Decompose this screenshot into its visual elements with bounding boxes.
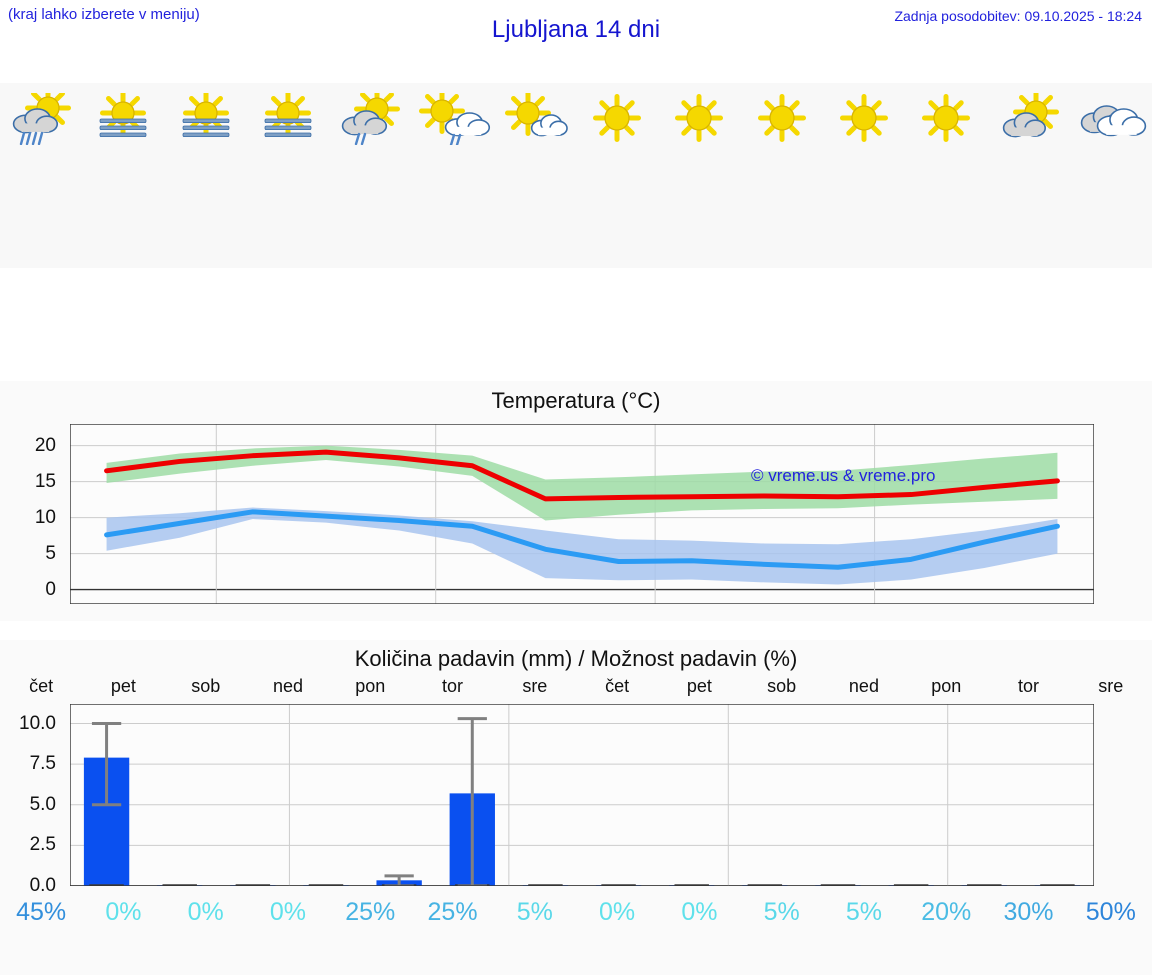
precipitation-day-label: ned [272, 676, 303, 696]
forecast-day-column[interactable] [576, 83, 658, 268]
forecast-day-column[interactable] [823, 83, 905, 268]
temperature-y-tick: 15 [34, 470, 56, 492]
sun-icon [743, 93, 821, 145]
page-header: (kraj lahko izberete v meniju) Ljubljana… [0, 0, 1152, 62]
precipitation-probability: 0% [681, 898, 718, 926]
precipitation-probability: 25% [427, 898, 478, 926]
cloud-icon [1072, 93, 1150, 145]
precipitation-day-label: pet [686, 676, 712, 696]
temperature-plot [70, 424, 1094, 604]
forecast-day-column[interactable] [329, 83, 411, 268]
sun-fog-icon [167, 93, 245, 145]
precipitation-plot [70, 704, 1094, 886]
sun-cloud-icon [990, 93, 1068, 145]
forecast-day-column[interactable] [1070, 83, 1152, 268]
sun-fog-icon [249, 93, 327, 145]
precipitation-day-labels: čet pet sob ned pon tor sre čet pet sob ned pon tor s… [0, 676, 1152, 697]
forecast-day-column[interactable] [741, 83, 823, 268]
temperature-y-tick: 0 [45, 578, 56, 600]
precipitation-error-bar [457, 717, 487, 886]
forecast-day-column[interactable] [247, 83, 329, 268]
precipitation-day-label: ned [848, 676, 879, 696]
precipitation-error-bar [384, 874, 414, 886]
page-title: Ljubljana 14 dni [491, 16, 661, 43]
sun-cloud-drizzle-right-icon [414, 93, 492, 145]
temperature-band-0 [106, 445, 1058, 521]
temperature-y-tick: 20 [34, 434, 56, 456]
precipitation-day-label: sre [1098, 676, 1124, 696]
sun-fog-icon [84, 93, 162, 145]
temperature-line-1 [104, 509, 1060, 570]
precipitation-probability: 5% [763, 898, 800, 926]
precipitation-probability: 20% [921, 898, 972, 926]
sun-icon [660, 93, 738, 145]
sun-icon [578, 93, 656, 145]
temperature-line-0 [104, 449, 1060, 502]
precipitation-probability: 5% [845, 898, 883, 926]
precipitation-day-label: sre [522, 676, 548, 696]
precipitation-probability: 0% [269, 898, 307, 926]
sun-cloud-rain-icon [2, 93, 80, 145]
precipitation-probability: 0% [187, 898, 224, 926]
precipitation-probability: 25% [345, 898, 396, 926]
precipitation-day-label: sob [767, 676, 797, 696]
precipitation-probability: 50% [1085, 898, 1136, 926]
precipitation-probability-row: 45% 0% 0% 0% 25% 25% 5% 0% 0% 5% 5% 20% 30% 50% [0, 898, 1152, 927]
precipitation-day-label: tor [1018, 676, 1040, 696]
precipitation-error-bar [91, 722, 122, 807]
precipitation-probability: 5% [516, 898, 553, 926]
precipitation-probability: 0% [105, 898, 142, 926]
precipitation-day-label: pet [110, 676, 136, 696]
location-menu-note[interactable]: (kraj lahko izberete v meniju) [8, 6, 200, 23]
forecast-day-column[interactable] [0, 83, 82, 268]
forecast-day-column[interactable] [658, 83, 740, 268]
daily-forecast-strip [0, 83, 1152, 268]
forecast-day-column[interactable] [494, 83, 576, 268]
forecast-day-column[interactable] [411, 83, 493, 268]
temperature-y-tick: 5 [45, 542, 56, 564]
sun-icon [825, 93, 903, 145]
precipitation-y-tick: 10.0 [19, 712, 56, 734]
sun-icon [907, 93, 985, 145]
precipitation-y-tick: 2.5 [29, 834, 56, 856]
precipitation-day-label: sob [191, 676, 221, 696]
forecast-day-column[interactable] [905, 83, 987, 268]
sun-cloud-drizzle-icon [331, 93, 409, 145]
precipitation-probability: 0% [599, 898, 636, 926]
precipitation-day-label: čet [605, 676, 630, 696]
precipitation-day-label: tor [442, 676, 464, 696]
temperature-y-tick: 10 [34, 506, 56, 528]
last-updated-label: Zadnja posodobitev: 09.10.2025 - 18:24 [894, 8, 1142, 24]
sun-small-cloud-icon [496, 93, 574, 145]
precipitation-probability: 45% [16, 898, 67, 926]
forecast-day-column[interactable] [82, 83, 164, 268]
precipitation-chart-title: Količina padavin (mm) / Možnost padavin … [354, 646, 798, 671]
precipitation-y-tick: 0.0 [29, 875, 56, 896]
copyright-label: © vreme.us & vreme.pro [751, 466, 936, 485]
precipitation-y-tick: 5.0 [29, 793, 56, 815]
precipitation-y-tick: 7.5 [29, 753, 56, 775]
precipitation-day-label: čet [29, 676, 54, 696]
precipitation-day-label: pon [931, 676, 962, 696]
temperature-chart-title: Temperatura (°C) [491, 388, 661, 413]
precipitation-probability: 30% [1003, 898, 1054, 926]
forecast-day-column[interactable] [165, 83, 247, 268]
forecast-day-column[interactable] [987, 83, 1069, 268]
precipitation-day-label: pon [355, 676, 386, 696]
